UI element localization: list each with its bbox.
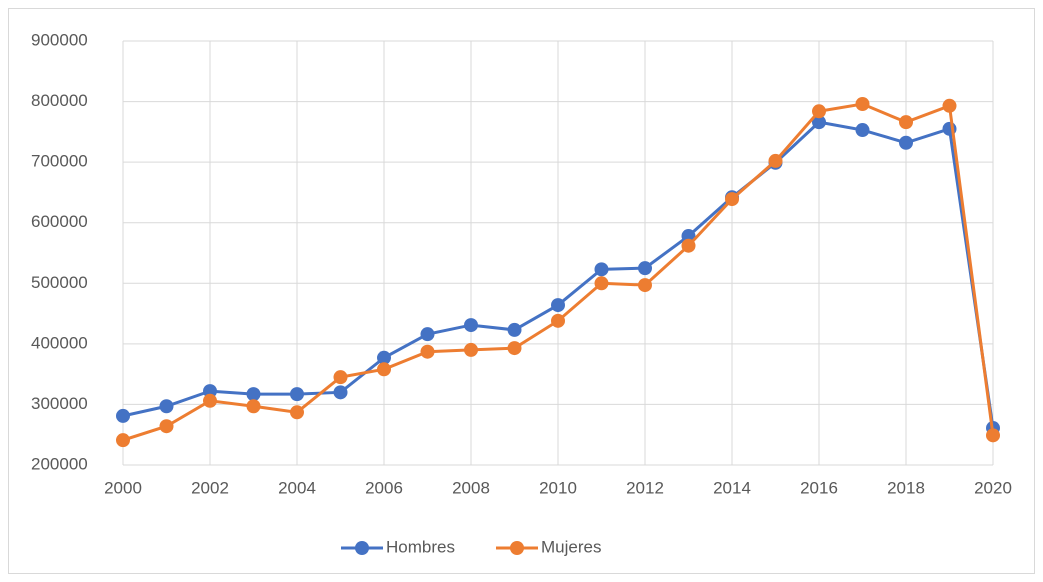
point [420,327,435,342]
point [116,408,130,423]
legend-label: Mujeres [541,537,601,556]
point [594,276,609,291]
legend-label: Hombres [386,537,455,556]
point [246,387,261,402]
x-tick-label: 2010 [539,478,577,497]
point [899,115,913,130]
y-tick-label: 300000 [31,394,88,413]
point [203,384,217,399]
point [768,153,783,168]
point [855,123,870,138]
point [116,433,130,448]
point [638,278,652,293]
y-tick-label: 600000 [31,212,88,231]
y-tick-label: 200000 [31,454,88,473]
point [377,362,391,377]
point [507,341,522,356]
point [203,393,217,408]
x-tick-label: 2004 [278,478,316,497]
chart-frame [8,8,1035,574]
legend-marker [355,541,369,555]
point [551,298,565,313]
x-tick-label: 2006 [365,478,403,497]
x-tick-label: 2020 [974,478,1012,497]
point [246,399,261,414]
point [333,370,348,385]
point [725,192,739,207]
y-tick-label: 800000 [31,91,88,110]
point [290,405,304,420]
legend-marker [510,541,524,555]
x-tick-label: 2012 [626,478,664,497]
point [594,262,609,277]
point [638,261,652,276]
point [159,419,174,434]
point [855,96,870,111]
x-tick-label: 2000 [104,478,142,497]
point [159,399,174,414]
point [986,428,1000,443]
point [464,342,478,357]
point [464,318,478,333]
x-tick-label: 2016 [800,478,838,497]
x-tick-label: 2014 [713,478,751,497]
point [507,322,522,337]
point [420,344,435,359]
point [681,229,696,244]
point [899,135,913,150]
y-tick-label: 900000 [31,30,88,49]
x-tick-label: 2002 [191,478,229,497]
x-tick-label: 2018 [887,478,925,497]
point [551,313,565,328]
point [333,385,348,400]
point [942,98,957,113]
point [377,350,391,365]
y-tick-label: 500000 [31,273,88,292]
x-tick-label: 2008 [452,478,490,497]
y-tick-label: 700000 [31,152,88,171]
y-tick-label: 400000 [31,333,88,352]
point [812,104,826,119]
point [812,115,826,130]
point [681,238,696,253]
point [290,387,304,402]
